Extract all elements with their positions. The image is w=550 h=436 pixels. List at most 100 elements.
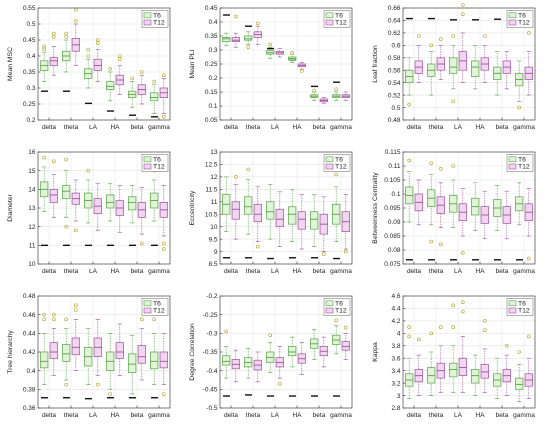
- outlier-point: [234, 175, 238, 179]
- x-tick-label: delta: [224, 268, 238, 275]
- plot-frame: [402, 7, 536, 121]
- x-tick-label: beta: [313, 268, 326, 275]
- legend-swatch-t12: [325, 307, 334, 314]
- box-body: [471, 60, 480, 77]
- box-body: [150, 92, 159, 102]
- box-body: [471, 369, 480, 384]
- outlier-point: [451, 164, 456, 168]
- y-tick-label: -0.4: [206, 368, 218, 375]
- outlier-point: [407, 325, 412, 329]
- box-t12-LA: [275, 191, 284, 247]
- box-t12-theta: [71, 303, 80, 371]
- box-t6-delta: [222, 32, 231, 47]
- x-tick-label: HA: [292, 412, 302, 419]
- box-t12-HA: [115, 323, 124, 376]
- box-t12-HA: [297, 62, 306, 73]
- legend-swatch-t6: [508, 156, 517, 163]
- legend-swatch-t12: [143, 307, 152, 314]
- plot-frame: [37, 7, 171, 121]
- x-tick-label: delta: [407, 268, 421, 275]
- box-t12-theta: [71, 7, 80, 66]
- y-tick-label: 0.44: [23, 331, 36, 338]
- outlier-point: [517, 105, 522, 110]
- box-t6-HA: [288, 189, 297, 242]
- box-t6-theta: [244, 347, 253, 379]
- box-t12-beta: [137, 70, 146, 105]
- box-t12-theta: [253, 351, 262, 383]
- box-t12-HA: [480, 34, 489, 83]
- y-tick-label: 8.5: [208, 261, 217, 268]
- box-t6-gamma: [150, 168, 159, 222]
- legend-swatch-t12: [508, 19, 517, 26]
- plot-frame: [37, 151, 171, 265]
- box-t12-beta: [137, 187, 146, 246]
- y-tick-label: -0.2: [206, 293, 218, 300]
- outlier-point: [42, 317, 47, 322]
- box-body: [231, 201, 240, 220]
- box-body: [49, 188, 58, 203]
- box-t12-gamma: [159, 73, 168, 119]
- box-body: [40, 351, 49, 369]
- box-t12-beta: [137, 317, 146, 381]
- outlier-point: [334, 87, 339, 91]
- box-t6-LA: [449, 303, 458, 393]
- box-t12-delta: [414, 179, 423, 226]
- y-tick-label: 9.5: [208, 236, 217, 243]
- legend-label-t12: T12: [335, 20, 347, 27]
- y-tick-label: 10: [210, 224, 218, 231]
- y-tick-label: 0.35: [23, 69, 36, 76]
- box-t12-delta: [49, 31, 58, 76]
- outlier-point: [482, 34, 487, 38]
- box-body: [341, 341, 350, 351]
- plot-frame: [219, 151, 353, 265]
- y-axis-label: Betweenness Centrality: [372, 172, 379, 244]
- legend-label-t12: T12: [153, 20, 165, 27]
- box-t12-beta: [319, 97, 328, 104]
- outlier-point: [42, 44, 47, 49]
- box-body: [458, 357, 467, 376]
- x-tick-label: gamma: [513, 412, 535, 419]
- box-body: [244, 35, 253, 41]
- y-tick-label: -0.5: [206, 405, 218, 412]
- box-t6-LA: [266, 42, 275, 59]
- y-tick-label: 3.4: [391, 368, 400, 375]
- box-t6-beta: [493, 357, 502, 399]
- panel-5: 8.5 9 9.5 10 10.5 11 11.5 12 12.5 13 delta theta LA H…: [189, 149, 353, 275]
- legend-label-t12: T12: [153, 308, 165, 315]
- y-tick-label: 13: [210, 149, 218, 156]
- outlier-point: [96, 38, 100, 42]
- outlier-point: [130, 76, 134, 81]
- legend-label-t6: T6: [335, 300, 343, 307]
- y-tick-label: 0.3: [26, 85, 35, 92]
- y-tick-label: 0.25: [205, 61, 218, 68]
- outlier-point: [277, 381, 282, 386]
- y-tick-label: 0.1: [391, 191, 400, 198]
- outlier-point: [51, 159, 56, 164]
- legend-swatch-t6: [143, 12, 152, 19]
- y-tick-label: 0.25: [23, 101, 36, 108]
- box-body: [288, 346, 297, 357]
- box-t6-HA: [288, 336, 297, 368]
- outlier-point: [118, 54, 122, 58]
- box-t6-beta: [310, 194, 319, 247]
- box-t12-delta: [414, 337, 423, 396]
- box-body: [106, 194, 115, 209]
- box-t6-theta: [427, 43, 436, 96]
- x-tick-label: HA: [475, 124, 485, 131]
- y-tick-label: 0.115: [385, 149, 401, 156]
- box-t6-theta: [62, 157, 71, 229]
- y-tick-label: 0.38: [23, 387, 36, 394]
- box-t6-gamma: [150, 79, 159, 114]
- x-tick-label: HA: [110, 124, 120, 131]
- box-body: [115, 342, 124, 359]
- outlier-point: [140, 317, 144, 322]
- box-t12-theta: [71, 179, 80, 233]
- outlier-point: [86, 47, 90, 52]
- box-body: [266, 201, 275, 220]
- x-tick-label: theta: [64, 124, 79, 131]
- outlier-point: [224, 329, 228, 334]
